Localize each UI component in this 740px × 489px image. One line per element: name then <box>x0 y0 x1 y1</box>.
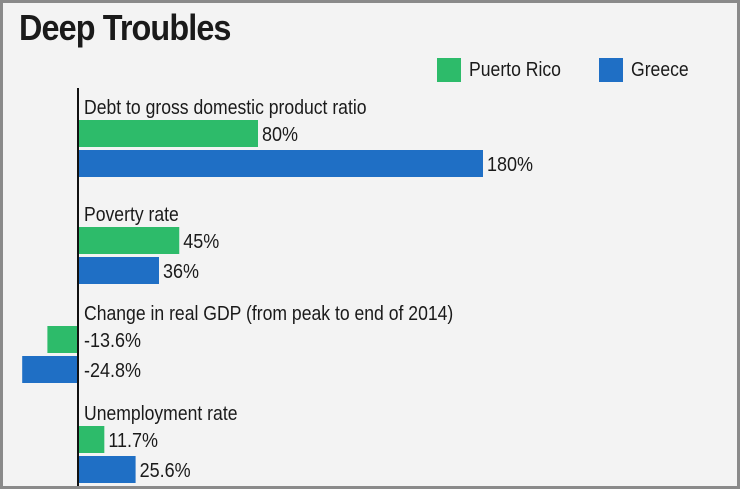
category-label: Change in real GDP (from peak to end of … <box>84 302 453 324</box>
value-label: 80% <box>262 124 298 146</box>
legend-swatch-greece <box>599 58 623 82</box>
category-label: Poverty rate <box>84 203 179 225</box>
legend-swatch-puerto-rico <box>437 58 461 82</box>
bar-greece <box>22 356 78 383</box>
chart-title: Deep Troubles <box>19 7 231 48</box>
value-label: 25.6% <box>140 460 191 482</box>
category-label: Unemployment rate <box>84 402 237 424</box>
value-label: 45% <box>183 231 219 253</box>
value-label: 180% <box>487 154 533 176</box>
value-label: -24.8% <box>84 360 141 382</box>
bar-puerto-rico <box>78 227 180 254</box>
legend-label-greece: Greece <box>631 59 689 81</box>
value-label: -13.6% <box>84 330 141 352</box>
bar-puerto-rico <box>47 326 78 353</box>
legend-label-puerto-rico: Puerto Rico <box>469 59 561 81</box>
bar-greece <box>78 150 483 177</box>
bar-greece <box>78 257 159 284</box>
bar-puerto-rico <box>78 120 258 147</box>
category-label: Debt to gross domestic product ratio <box>84 96 367 118</box>
bar-puerto-rico <box>78 426 105 453</box>
value-label: 36% <box>163 261 199 283</box>
value-label: 11.7% <box>108 430 158 452</box>
bar-greece <box>78 456 136 483</box>
